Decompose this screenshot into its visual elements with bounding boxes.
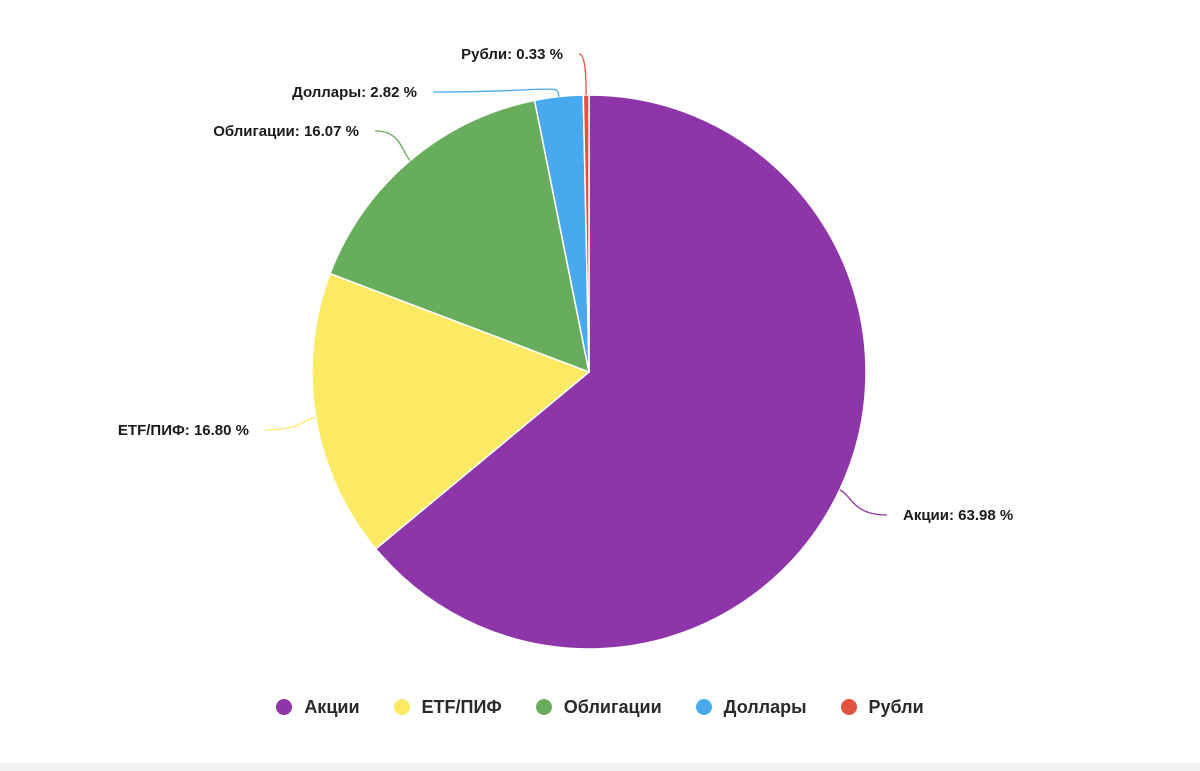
label-connector xyxy=(578,53,587,96)
legend-item-bonds[interactable]: Облигации xyxy=(535,696,662,718)
legend-item-rubles[interactable]: Рубли xyxy=(840,696,924,718)
pie-chart: Акции: 63.98 % ETF/ПИФ: 16.80 % Облигации:… xyxy=(118,46,1013,650)
legend-marker-icon xyxy=(276,699,293,715)
data-label-dollars: Доллары: 2.82 % xyxy=(292,84,417,101)
legend-item-stocks[interactable]: Акции xyxy=(276,696,360,718)
data-label-stocks: Акции: 63.98 % xyxy=(903,507,1013,524)
legend-marker-icon xyxy=(695,699,712,715)
legend-label: ETF/ПИФ xyxy=(421,696,502,717)
legend-label: Доллары xyxy=(723,696,807,717)
label-connector xyxy=(432,88,560,97)
slice-stocks[interactable] xyxy=(374,94,867,650)
slice-etf[interactable] xyxy=(311,272,591,550)
data-label-etf: ETF/ПИФ: 16.80 % xyxy=(118,422,249,439)
legend-label: Акции xyxy=(304,696,360,717)
legend-item-etf[interactable]: ETF/ПИФ xyxy=(393,696,502,718)
legend-marker-icon xyxy=(393,699,410,715)
bottom-band xyxy=(0,763,1200,771)
legend-label: Рубли xyxy=(868,696,924,717)
slice-rubles[interactable] xyxy=(582,94,590,373)
label-connector xyxy=(839,489,888,516)
data-labels: Акции: 63.98 % ETF/ПИФ: 16.80 % Облигации:… xyxy=(118,46,1013,524)
label-connector xyxy=(374,130,411,162)
legend-item-dollars[interactable]: Доллары xyxy=(695,696,807,718)
legend-marker-icon xyxy=(535,699,552,715)
data-label-bonds: Облигации: 16.07 % xyxy=(213,123,359,140)
legend-label: Облигации xyxy=(563,696,662,717)
label-connectors xyxy=(264,53,888,516)
pie-slices xyxy=(311,94,867,650)
slice-bonds[interactable] xyxy=(329,99,591,374)
legend-marker-icon xyxy=(840,699,857,715)
label-connector xyxy=(264,416,316,431)
data-label-rubles: Рубли: 0.33 % xyxy=(461,46,563,63)
chart-legend: Акции ETF/ПИФ Облигации Доллары Рубли xyxy=(0,690,1200,724)
